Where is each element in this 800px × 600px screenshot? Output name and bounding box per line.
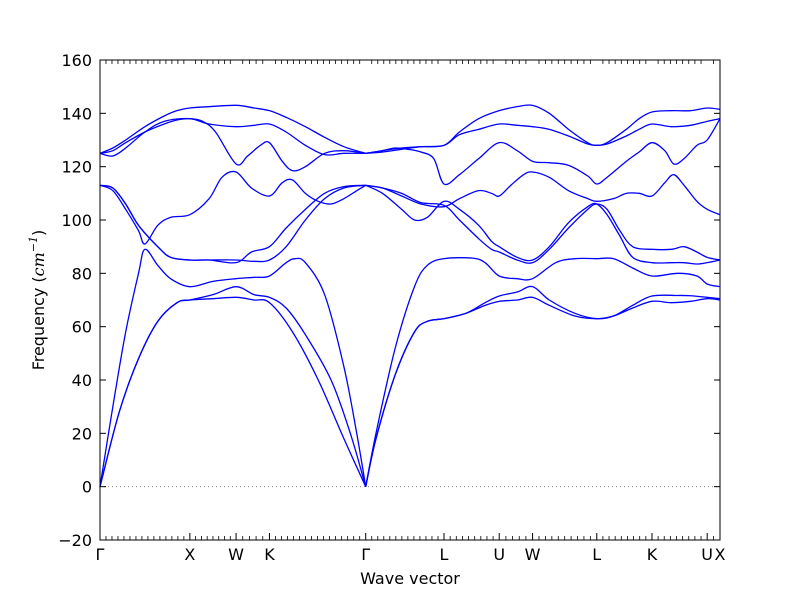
x-tick-label: Γ [361,545,370,564]
x-tick-label: Γ [96,545,105,564]
y-tick-label: 20 [72,424,92,443]
phonon-band-9 [99,184,366,264]
x-tick-label: X [184,545,195,564]
y-axis-unit-open: ( [29,276,48,282]
y-tick-label: −20 [58,531,92,550]
y-axis-unit-close: ) [29,230,48,236]
phonon-band-7 [99,170,367,245]
x-tick-label: K [264,545,275,564]
x-tick-label: L [440,545,449,564]
y-tick-label: 80 [72,264,92,283]
x-tick-label: W [525,545,541,564]
x-tick-label: L [592,545,601,564]
y-tick-label: 100 [61,211,92,230]
y-tick-label: 40 [72,371,92,390]
x-tick-label: K [647,545,658,564]
phonon-band-4 [365,257,721,487]
y-tick-label: 160 [61,51,92,70]
y-axis-unit-exponent: −1 [27,236,40,252]
phonon-band-17 [365,118,721,154]
phonon-band-11 [365,184,721,264]
x-axis-label: Wave vector [360,569,460,588]
phonon-band-14 [99,117,366,157]
phonon-band-3 [99,248,367,487]
plot-frame [99,59,721,541]
y-tick-label: 120 [61,158,92,177]
x-tick-label: U [493,545,505,564]
phonon-band-2 [99,286,367,487]
y-axis-label: Frequency (cm−1) [27,230,48,371]
y-axis-label-text: Frequency [29,288,48,371]
phonon-band-6 [365,296,721,487]
y-axis-unit-base: cm [29,252,48,276]
y-tick-label: 60 [72,318,92,337]
phonon-band-18 [365,118,721,186]
y-tick-label: 0 [82,478,92,497]
x-tick-label: U [701,545,713,564]
x-tick-label: W [228,545,244,564]
phonon-band-12 [365,184,721,265]
phonon-band-15 [99,104,366,154]
series-group [99,104,721,487]
x-tick-label: X [715,545,726,564]
y-tick-label: 140 [61,104,92,123]
